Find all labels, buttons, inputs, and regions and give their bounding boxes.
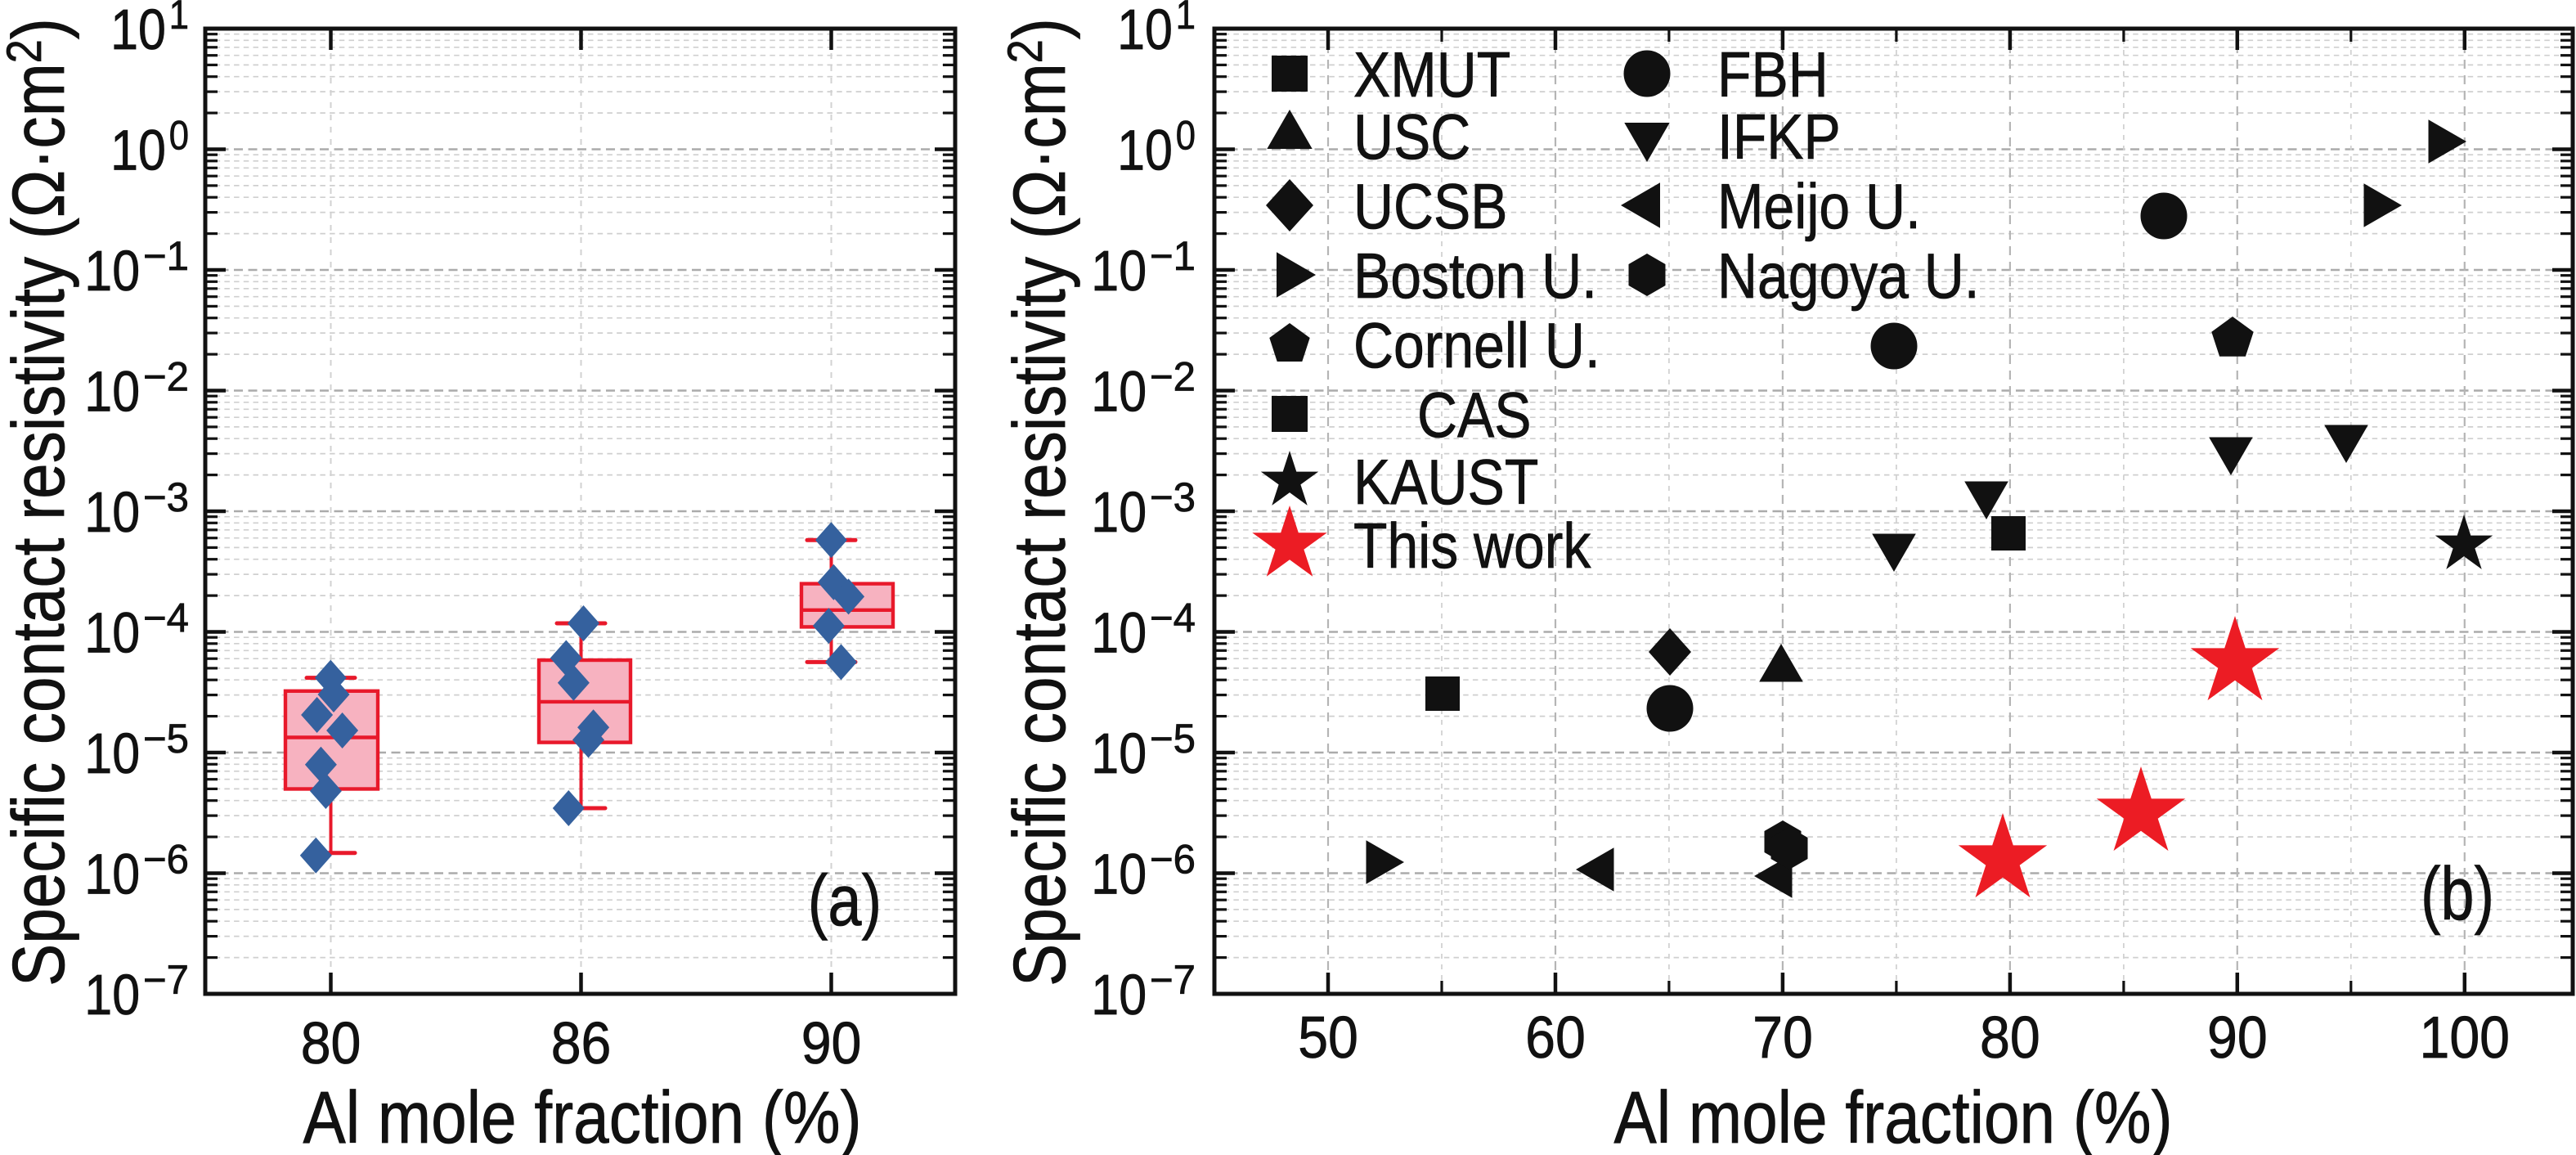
svg-text:10: 10 — [1117, 0, 1173, 61]
svg-text:10: 10 — [1091, 963, 1147, 1027]
svg-text:86: 86 — [551, 1011, 612, 1076]
svg-text:−6: −6 — [1150, 837, 1196, 883]
svg-text:−6: −6 — [143, 837, 189, 883]
svg-text:10: 10 — [84, 721, 140, 785]
svg-text:90: 90 — [801, 1011, 862, 1076]
svg-text:−7: −7 — [1150, 957, 1196, 1003]
svg-text:50: 50 — [1298, 1005, 1358, 1071]
svg-text:−3: −3 — [1150, 474, 1196, 520]
svg-text:(b): (b) — [2421, 852, 2494, 936]
svg-text:10: 10 — [1091, 843, 1147, 906]
svg-text:−1: −1 — [143, 233, 189, 279]
svg-text:10: 10 — [1117, 119, 1173, 182]
svg-text:10: 10 — [1091, 480, 1147, 544]
svg-text:−2: −2 — [1150, 354, 1196, 400]
svg-text:80: 80 — [301, 1011, 361, 1076]
svg-text:IFKP: IFKP — [1717, 101, 1841, 173]
svg-text:USC: USC — [1353, 101, 1470, 173]
svg-text:XMUT: XMUT — [1353, 38, 1510, 110]
svg-text:10: 10 — [1091, 239, 1147, 303]
svg-text:FBH: FBH — [1717, 38, 1829, 110]
svg-text:10: 10 — [84, 843, 140, 906]
svg-text:UCSB: UCSB — [1353, 170, 1508, 242]
svg-text:1: 1 — [169, 0, 189, 38]
svg-text:100: 100 — [2420, 1005, 2511, 1071]
svg-text:−2: −2 — [143, 354, 189, 400]
svg-text:Nagoya U.: Nagoya U. — [1717, 240, 1980, 312]
svg-text:10: 10 — [84, 963, 140, 1027]
svg-text:−4: −4 — [1150, 595, 1196, 641]
svg-text:−3: −3 — [143, 474, 189, 520]
svg-text:80: 80 — [1980, 1005, 2040, 1071]
svg-text:Boston U.: Boston U. — [1353, 240, 1597, 312]
svg-text:−5: −5 — [1150, 716, 1196, 762]
svg-text:Al mole fraction (%): Al mole fraction (%) — [303, 1077, 862, 1155]
svg-text:Specific contact resistivity (: Specific contact resistivity (Ω·cm2) — [998, 18, 1081, 986]
svg-text:0: 0 — [1176, 113, 1196, 159]
svg-text:−4: −4 — [143, 595, 189, 641]
svg-text:KAUST: KAUST — [1353, 446, 1538, 518]
svg-text:10: 10 — [1091, 721, 1147, 785]
svg-text:10: 10 — [110, 119, 166, 182]
svg-text:90: 90 — [2207, 1005, 2268, 1071]
svg-text:Cornell U.: Cornell U. — [1353, 309, 1600, 381]
svg-text:Meijo U.: Meijo U. — [1717, 170, 1921, 242]
svg-text:−7: −7 — [143, 957, 189, 1003]
svg-text:CAS: CAS — [1417, 379, 1532, 451]
svg-text:Specific contact resistivity (: Specific contact resistivity (Ω·cm2) — [0, 18, 80, 986]
svg-text:−5: −5 — [143, 716, 189, 762]
svg-text:10: 10 — [84, 480, 140, 544]
svg-text:10: 10 — [110, 0, 166, 61]
svg-text:60: 60 — [1525, 1005, 1586, 1071]
svg-text:10: 10 — [1091, 601, 1147, 665]
svg-text:10: 10 — [1091, 360, 1147, 424]
svg-text:70: 70 — [1752, 1005, 1813, 1071]
svg-text:−1: −1 — [1150, 233, 1196, 279]
svg-text:0: 0 — [169, 113, 189, 159]
svg-text:(a): (a) — [808, 860, 882, 941]
svg-text:10: 10 — [84, 360, 140, 424]
svg-text:10: 10 — [84, 601, 140, 665]
svg-text:10: 10 — [84, 239, 140, 303]
svg-text:1: 1 — [1176, 0, 1196, 38]
svg-text:Al mole fraction (%): Al mole fraction (%) — [1614, 1077, 2173, 1155]
svg-text:This work: This work — [1353, 510, 1591, 582]
